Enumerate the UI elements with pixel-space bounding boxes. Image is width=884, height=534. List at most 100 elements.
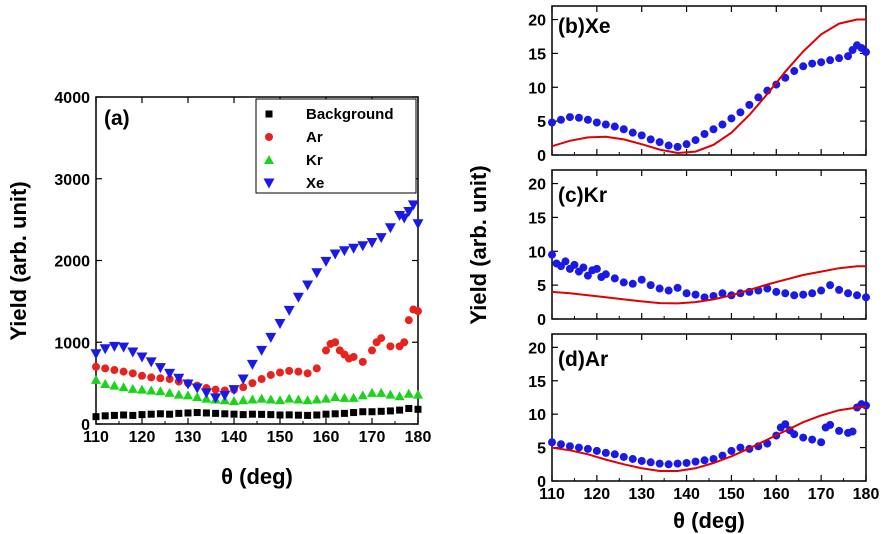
ar-point — [414, 307, 422, 316]
xe-point — [375, 233, 387, 244]
panel-b: 0 5 10 15 20 (b)Xe — [528, 5, 870, 165]
xe-point — [228, 385, 240, 396]
legend-marker-xe — [263, 178, 275, 189]
xe-point — [407, 200, 419, 211]
y-tick-label: 20 — [528, 177, 546, 194]
panel-b-ticks: 0 5 10 15 20 — [528, 6, 867, 165]
panel-a-xlabel: θ (deg) — [221, 464, 293, 489]
kr-point — [367, 387, 377, 397]
ar-point — [400, 338, 409, 347]
data-point — [763, 284, 772, 293]
data-point — [826, 420, 835, 429]
data-point — [592, 264, 601, 273]
kr-point — [403, 388, 414, 398]
background-point — [322, 410, 330, 418]
legend-label-kr: Kr — [306, 152, 323, 169]
panel-a-ylabel: Yield (arb. unit) — [6, 181, 31, 340]
xe-point — [246, 359, 258, 370]
x-tick-label: 160 — [313, 429, 340, 446]
kr-point — [100, 378, 111, 388]
xe-point — [99, 344, 111, 355]
kr-point — [164, 387, 175, 397]
x-tick-label: 150 — [267, 429, 294, 446]
x-tick-label: 140 — [673, 486, 700, 503]
data-point — [673, 459, 682, 468]
ar-point — [303, 369, 312, 378]
data-point — [808, 435, 817, 444]
xe-point — [384, 223, 396, 234]
data-point — [619, 278, 628, 287]
xe-point — [136, 352, 148, 363]
ar-point — [239, 383, 248, 392]
xe-point — [256, 345, 268, 356]
ar-point — [294, 367, 303, 376]
background-point — [276, 411, 284, 419]
x-tick-label: 170 — [808, 486, 835, 503]
y-tick-label: 3000 — [54, 172, 90, 189]
ar-point — [331, 338, 340, 347]
panel-c-ylabel: Yield (arb. unit) — [466, 165, 491, 324]
background-point — [313, 411, 321, 419]
kr-point — [91, 374, 101, 384]
x-tick-label: 180 — [405, 429, 432, 446]
kr-point — [238, 395, 249, 405]
data-point — [718, 289, 727, 298]
data-point — [646, 135, 655, 144]
ar-point — [312, 364, 321, 373]
y-tick-label: 15 — [528, 210, 546, 227]
kr-point — [394, 391, 405, 401]
background-point — [230, 410, 238, 418]
xe-point — [311, 268, 323, 279]
legend-marker-kr — [264, 155, 274, 164]
data-point — [579, 263, 588, 272]
data-point — [673, 142, 682, 151]
x-tick-label: 120 — [129, 429, 156, 446]
data-point — [862, 293, 870, 302]
data-point — [727, 446, 736, 455]
kr-point — [311, 394, 322, 404]
kr-point — [192, 392, 203, 402]
kr-point — [173, 389, 184, 399]
ar-point — [165, 375, 174, 384]
legend: Background Ar Kr Xe — [255, 98, 417, 194]
x-tick-label: 110 — [83, 429, 109, 446]
data-point — [844, 289, 853, 298]
y-tick-label: 15 — [528, 46, 546, 63]
data-point — [583, 444, 592, 453]
background-point — [147, 410, 155, 418]
xe-point — [154, 363, 166, 374]
data-point — [565, 442, 574, 451]
y-tick-label: 20 — [528, 340, 546, 357]
xe-point — [412, 219, 424, 230]
data-point — [637, 275, 646, 284]
ar-point — [349, 352, 358, 361]
data-point — [718, 451, 727, 460]
data-point — [682, 458, 691, 467]
data-point — [799, 290, 808, 299]
y-tick-label: 10 — [528, 244, 546, 261]
fit-line — [551, 18, 866, 155]
data-point — [848, 427, 857, 436]
xe-point — [302, 280, 314, 291]
data-point — [808, 289, 817, 298]
ar-point — [285, 366, 294, 375]
y-tick-label: 0 — [537, 474, 546, 491]
xe-point — [292, 292, 304, 303]
data-point — [835, 54, 844, 63]
background-point — [193, 409, 201, 417]
data-point — [628, 454, 637, 463]
data-point — [583, 115, 592, 124]
y-tick-label: 0 — [537, 148, 546, 165]
background-point — [405, 404, 413, 412]
kr-point — [293, 394, 304, 404]
kr-point — [302, 395, 313, 405]
background-point — [202, 409, 210, 417]
data-point — [736, 108, 745, 117]
data-point — [574, 443, 583, 452]
kr-point — [229, 396, 239, 406]
kr-point — [118, 382, 129, 392]
data-point — [565, 113, 574, 122]
x-tick-label: 170 — [359, 429, 386, 446]
background-point — [368, 408, 376, 416]
